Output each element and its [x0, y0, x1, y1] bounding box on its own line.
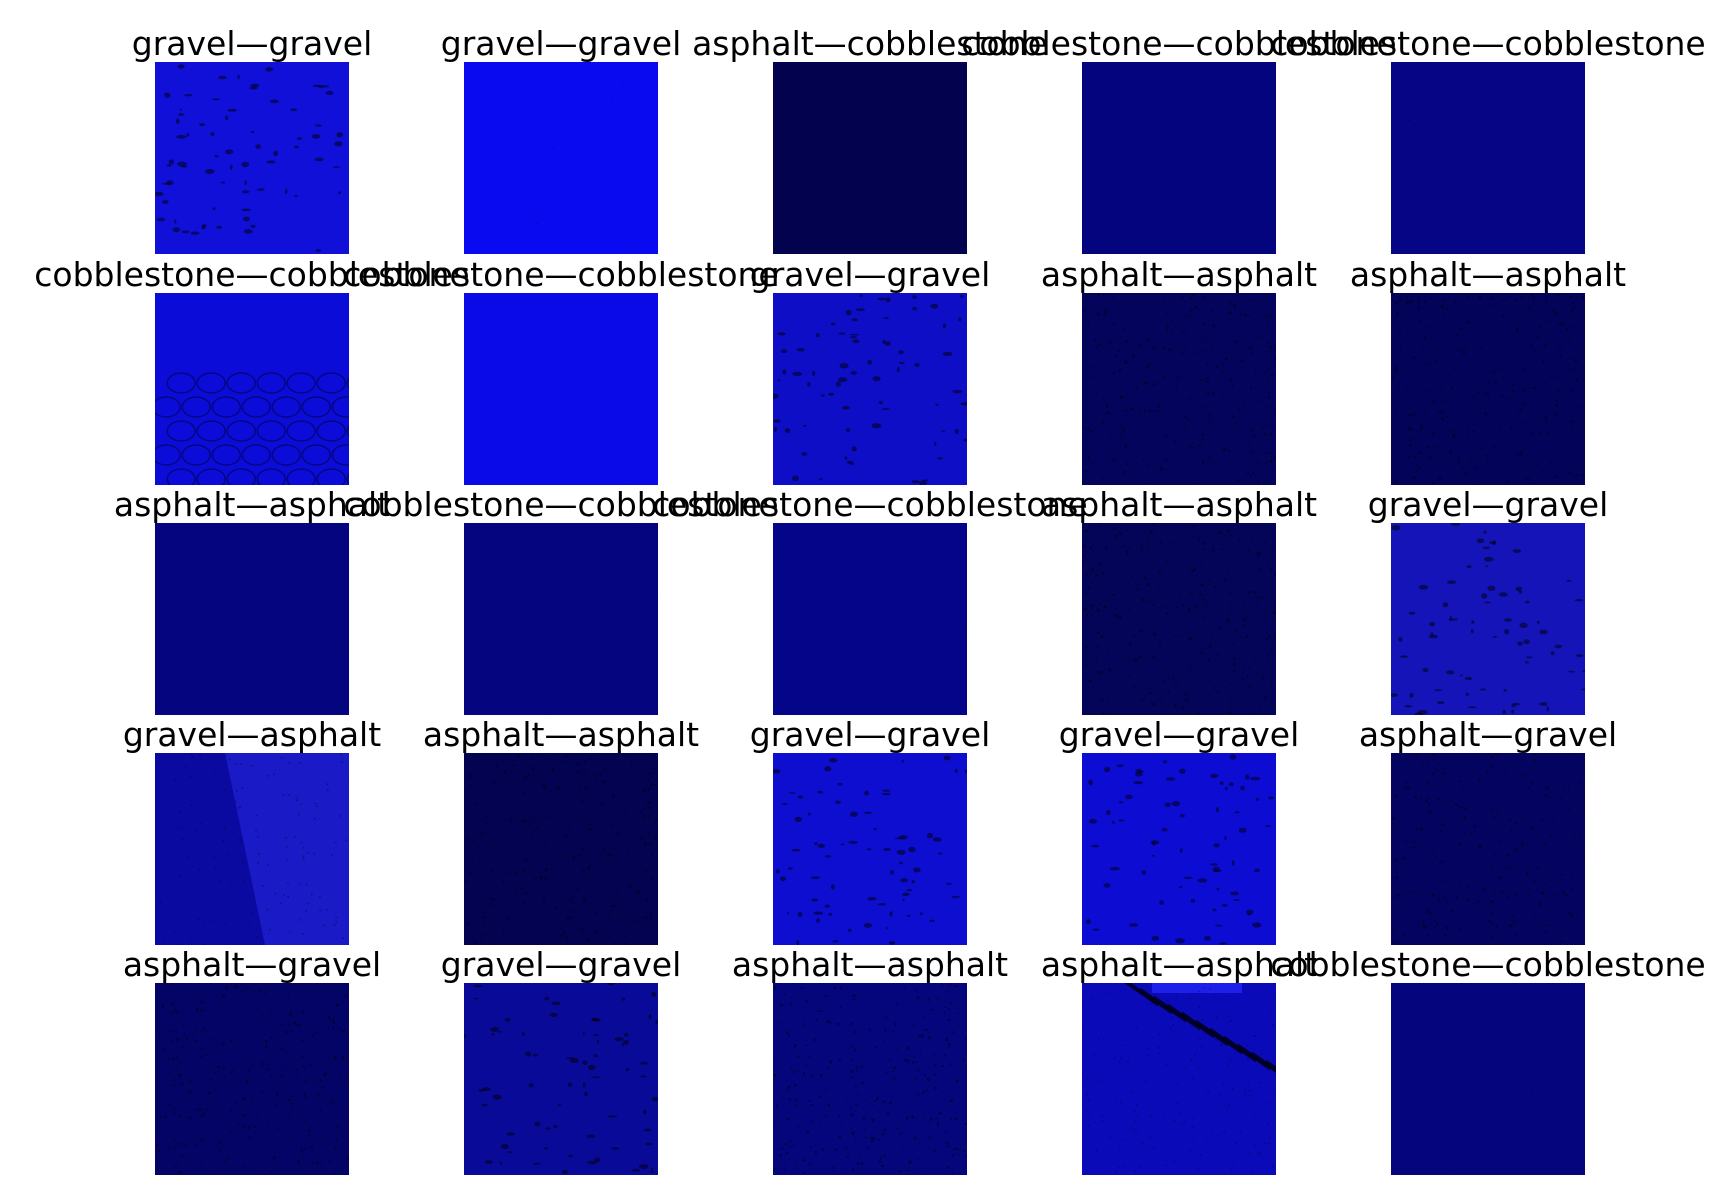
grid-cell: asphalt—asphalt	[1041, 257, 1317, 485]
cell-title: gravel—gravel	[131, 24, 373, 63]
texture-image	[1391, 523, 1585, 715]
cell-title: asphalt—asphalt	[1040, 255, 1318, 294]
grid-cell: asphalt—asphalt	[1350, 257, 1626, 485]
cell-title: gravel—gravel	[1058, 715, 1300, 754]
cell-title: cobblestone—cobblestone	[343, 485, 779, 524]
cell-title: cobblestone—cobblestone	[343, 255, 779, 294]
cell-title: asphalt—asphalt	[422, 715, 700, 754]
grid-cell: gravel—gravel	[750, 717, 990, 945]
grid-cell: gravel—gravel	[132, 26, 372, 254]
texture-image	[155, 753, 349, 945]
grid-cell: asphalt—asphalt	[732, 947, 1008, 1175]
texture-image	[464, 983, 658, 1175]
grid-cell: gravel—gravel	[1059, 717, 1299, 945]
grid-cell: cobblestone—cobblestone	[652, 487, 1088, 715]
cell-title: cobblestone—cobblestone	[652, 485, 1088, 524]
cell-title: asphalt—asphalt	[113, 485, 391, 524]
grid-cell: gravel—asphalt	[123, 717, 381, 945]
texture-image	[773, 983, 967, 1175]
grid-cell: asphalt—asphalt	[1041, 947, 1317, 1175]
texture-image	[155, 983, 349, 1175]
cell-title: gravel—gravel	[440, 945, 682, 984]
grid-cell: asphalt—cobblestone	[692, 26, 1048, 254]
texture-image	[773, 753, 967, 945]
texture-image	[155, 62, 349, 254]
texture-image	[464, 523, 658, 715]
texture-image	[155, 293, 349, 485]
texture-image	[1082, 293, 1276, 485]
texture-image	[773, 62, 967, 254]
texture-image	[1391, 293, 1585, 485]
grid-cell: cobblestone—cobblestone	[343, 257, 779, 485]
texture-image	[1082, 753, 1276, 945]
texture-image	[1391, 753, 1585, 945]
cell-title: gravel—gravel	[440, 24, 682, 63]
texture-image	[464, 293, 658, 485]
cell-title: cobblestone—cobblestone	[1270, 24, 1706, 63]
cell-title: asphalt—asphalt	[1040, 485, 1318, 524]
cell-title: gravel—asphalt	[122, 715, 382, 754]
grid-cell: asphalt—asphalt	[1041, 487, 1317, 715]
cell-title: cobblestone—cobblestone	[34, 255, 470, 294]
texture-image	[1391, 62, 1585, 254]
grid-cell: gravel—gravel	[441, 947, 681, 1175]
texture-image	[773, 293, 967, 485]
grid-cell: cobblestone—cobblestone	[343, 487, 779, 715]
cell-title: asphalt—asphalt	[731, 945, 1009, 984]
cell-title: asphalt—asphalt	[1040, 945, 1318, 984]
grid-cell: asphalt—asphalt	[423, 717, 699, 945]
texture-image	[1082, 62, 1276, 254]
cell-title: gravel—gravel	[1367, 485, 1609, 524]
cell-title: gravel—gravel	[749, 715, 991, 754]
texture-image	[773, 523, 967, 715]
grid-cell: cobblestone—cobblestone	[1270, 947, 1706, 1175]
grid-cell: gravel—gravel	[1368, 487, 1608, 715]
texture-image	[155, 523, 349, 715]
texture-image	[464, 62, 658, 254]
texture-image	[1391, 983, 1585, 1175]
texture-image	[464, 753, 658, 945]
grid-cell: asphalt—gravel	[1359, 717, 1617, 945]
cell-title: gravel—gravel	[749, 255, 991, 294]
grid-cell: cobblestone—cobblestone	[961, 26, 1397, 254]
cell-title: asphalt—gravel	[122, 945, 382, 984]
grid-cell: gravel—gravel	[441, 26, 681, 254]
texture-image	[1082, 983, 1276, 1175]
cell-title: cobblestone—cobblestone	[961, 24, 1397, 63]
grid-cell: gravel—gravel	[750, 257, 990, 485]
cell-title: asphalt—cobblestone	[692, 24, 1048, 63]
grid-cell: asphalt—asphalt	[114, 487, 390, 715]
grid-cell: cobblestone—cobblestone	[1270, 26, 1706, 254]
cell-title: asphalt—asphalt	[1349, 255, 1627, 294]
texture-image	[1082, 523, 1276, 715]
grid-cell: cobblestone—cobblestone	[34, 257, 470, 485]
cell-title: asphalt—gravel	[1358, 715, 1618, 754]
grid-cell: asphalt—gravel	[123, 947, 381, 1175]
cell-title: cobblestone—cobblestone	[1270, 945, 1706, 984]
